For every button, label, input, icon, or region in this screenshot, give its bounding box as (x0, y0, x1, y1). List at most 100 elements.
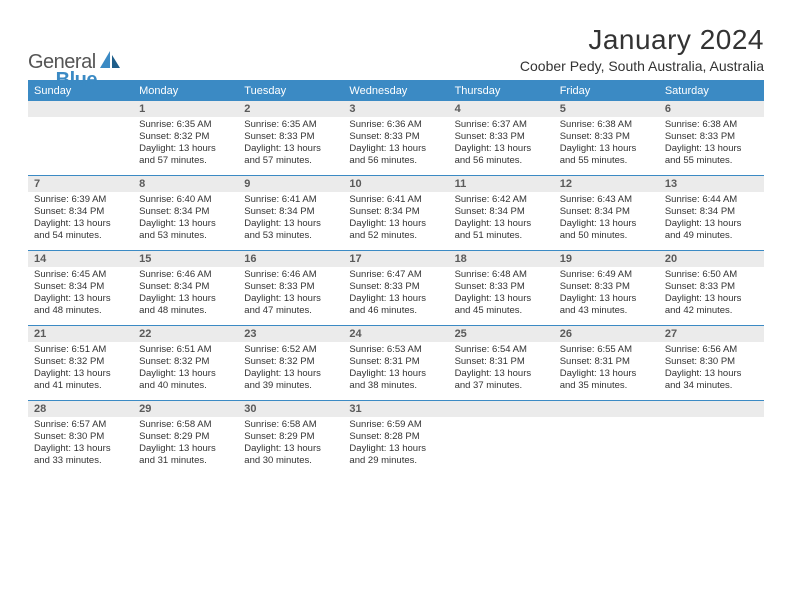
sunrise-text: Sunrise: 6:46 AM (244, 269, 337, 281)
sunrise-text: Sunrise: 6:50 AM (665, 269, 758, 281)
sunset-text: Sunset: 8:31 PM (349, 356, 442, 368)
sunset-text: Sunset: 8:34 PM (455, 206, 548, 218)
brand-logo: General Blue (28, 51, 167, 74)
day-info: Sunrise: 6:46 AMSunset: 8:33 PMDaylight:… (238, 267, 343, 325)
day-info: Sunrise: 6:41 AMSunset: 8:34 PMDaylight:… (238, 192, 343, 250)
day-number: 8 (133, 176, 238, 192)
day-number: 25 (449, 326, 554, 342)
calendar-cell: 29Sunrise: 6:58 AMSunset: 8:29 PMDayligh… (133, 401, 238, 476)
day-number-blank (554, 401, 659, 417)
sunrise-text: Sunrise: 6:53 AM (349, 344, 442, 356)
calendar-row: 14Sunrise: 6:45 AMSunset: 8:34 PMDayligh… (28, 251, 764, 326)
day-info: Sunrise: 6:35 AMSunset: 8:33 PMDaylight:… (238, 117, 343, 175)
sunset-text: Sunset: 8:33 PM (244, 281, 337, 293)
calendar-cell: 25Sunrise: 6:54 AMSunset: 8:31 PMDayligh… (449, 326, 554, 401)
sunset-text: Sunset: 8:33 PM (665, 281, 758, 293)
calendar-cell: 2Sunrise: 6:35 AMSunset: 8:33 PMDaylight… (238, 101, 343, 176)
daylight-text: Daylight: 13 hours and 48 minutes. (34, 293, 127, 317)
calendar-cell: 13Sunrise: 6:44 AMSunset: 8:34 PMDayligh… (659, 176, 764, 251)
sunrise-text: Sunrise: 6:54 AM (455, 344, 548, 356)
day-number: 15 (133, 251, 238, 267)
calendar-cell: 7Sunrise: 6:39 AMSunset: 8:34 PMDaylight… (28, 176, 133, 251)
day-number: 22 (133, 326, 238, 342)
daylight-text: Daylight: 13 hours and 35 minutes. (560, 368, 653, 392)
calendar-cell: 20Sunrise: 6:50 AMSunset: 8:33 PMDayligh… (659, 251, 764, 326)
daylight-text: Daylight: 13 hours and 51 minutes. (455, 218, 548, 242)
daylight-text: Daylight: 13 hours and 33 minutes. (34, 443, 127, 467)
daylight-text: Daylight: 13 hours and 46 minutes. (349, 293, 442, 317)
daylight-text: Daylight: 13 hours and 38 minutes. (349, 368, 442, 392)
day-number-blank (659, 401, 764, 417)
weekday-header: Wednesday (343, 81, 448, 101)
weekday-header: Friday (554, 81, 659, 101)
day-number: 3 (343, 101, 448, 117)
day-info: Sunrise: 6:54 AMSunset: 8:31 PMDaylight:… (449, 342, 554, 400)
day-number: 5 (554, 101, 659, 117)
day-number: 16 (238, 251, 343, 267)
daylight-text: Daylight: 13 hours and 29 minutes. (349, 443, 442, 467)
daylight-text: Daylight: 13 hours and 55 minutes. (560, 143, 653, 167)
calendar-row: 7Sunrise: 6:39 AMSunset: 8:34 PMDaylight… (28, 176, 764, 251)
calendar-cell (659, 401, 764, 476)
day-info: Sunrise: 6:36 AMSunset: 8:33 PMDaylight:… (343, 117, 448, 175)
calendar-table: Sunday Monday Tuesday Wednesday Thursday… (28, 80, 764, 475)
daylight-text: Daylight: 13 hours and 53 minutes. (139, 218, 232, 242)
sunrise-text: Sunrise: 6:56 AM (665, 344, 758, 356)
sunrise-text: Sunrise: 6:35 AM (139, 119, 232, 131)
sunset-text: Sunset: 8:34 PM (139, 206, 232, 218)
sunset-text: Sunset: 8:33 PM (244, 131, 337, 143)
sunrise-text: Sunrise: 6:37 AM (455, 119, 548, 131)
day-number: 24 (343, 326, 448, 342)
day-info: Sunrise: 6:42 AMSunset: 8:34 PMDaylight:… (449, 192, 554, 250)
sunset-text: Sunset: 8:32 PM (34, 356, 127, 368)
daylight-text: Daylight: 13 hours and 41 minutes. (34, 368, 127, 392)
calendar-cell: 14Sunrise: 6:45 AMSunset: 8:34 PMDayligh… (28, 251, 133, 326)
sail-icon (100, 51, 122, 74)
day-info: Sunrise: 6:55 AMSunset: 8:31 PMDaylight:… (554, 342, 659, 400)
sunset-text: Sunset: 8:31 PM (455, 356, 548, 368)
weekday-header: Monday (133, 81, 238, 101)
sunset-text: Sunset: 8:33 PM (455, 131, 548, 143)
sunset-text: Sunset: 8:33 PM (665, 131, 758, 143)
weekday-header-row: Sunday Monday Tuesday Wednesday Thursday… (28, 81, 764, 101)
daylight-text: Daylight: 13 hours and 57 minutes. (244, 143, 337, 167)
calendar-cell: 6Sunrise: 6:38 AMSunset: 8:33 PMDaylight… (659, 101, 764, 176)
calendar-cell: 3Sunrise: 6:36 AMSunset: 8:33 PMDaylight… (343, 101, 448, 176)
calendar-cell: 17Sunrise: 6:47 AMSunset: 8:33 PMDayligh… (343, 251, 448, 326)
day-number: 27 (659, 326, 764, 342)
day-info: Sunrise: 6:38 AMSunset: 8:33 PMDaylight:… (554, 117, 659, 175)
calendar-row: 28Sunrise: 6:57 AMSunset: 8:30 PMDayligh… (28, 401, 764, 476)
calendar-cell: 9Sunrise: 6:41 AMSunset: 8:34 PMDaylight… (238, 176, 343, 251)
calendar-cell: 19Sunrise: 6:49 AMSunset: 8:33 PMDayligh… (554, 251, 659, 326)
day-info: Sunrise: 6:35 AMSunset: 8:32 PMDaylight:… (133, 117, 238, 175)
sunrise-text: Sunrise: 6:43 AM (560, 194, 653, 206)
sunset-text: Sunset: 8:30 PM (34, 431, 127, 443)
day-number: 14 (28, 251, 133, 267)
daylight-text: Daylight: 13 hours and 37 minutes. (455, 368, 548, 392)
calendar-cell: 23Sunrise: 6:52 AMSunset: 8:32 PMDayligh… (238, 326, 343, 401)
day-info: Sunrise: 6:41 AMSunset: 8:34 PMDaylight:… (343, 192, 448, 250)
sunset-text: Sunset: 8:29 PM (139, 431, 232, 443)
sunrise-text: Sunrise: 6:39 AM (34, 194, 127, 206)
day-number: 10 (343, 176, 448, 192)
day-number: 28 (28, 401, 133, 417)
calendar-cell: 16Sunrise: 6:46 AMSunset: 8:33 PMDayligh… (238, 251, 343, 326)
sunrise-text: Sunrise: 6:59 AM (349, 419, 442, 431)
day-info: Sunrise: 6:44 AMSunset: 8:34 PMDaylight:… (659, 192, 764, 250)
day-number: 1 (133, 101, 238, 117)
day-info: Sunrise: 6:47 AMSunset: 8:33 PMDaylight:… (343, 267, 448, 325)
sunset-text: Sunset: 8:34 PM (139, 281, 232, 293)
calendar-page: General Blue January 2024 Coober Pedy, S… (0, 0, 792, 491)
sunset-text: Sunset: 8:34 PM (34, 281, 127, 293)
sunrise-text: Sunrise: 6:58 AM (139, 419, 232, 431)
sunset-text: Sunset: 8:34 PM (349, 206, 442, 218)
day-number: 19 (554, 251, 659, 267)
day-number: 6 (659, 101, 764, 117)
daylight-text: Daylight: 13 hours and 34 minutes. (665, 368, 758, 392)
weekday-header: Tuesday (238, 81, 343, 101)
calendar-cell: 30Sunrise: 6:58 AMSunset: 8:29 PMDayligh… (238, 401, 343, 476)
day-number: 13 (659, 176, 764, 192)
day-info: Sunrise: 6:52 AMSunset: 8:32 PMDaylight:… (238, 342, 343, 400)
day-info: Sunrise: 6:50 AMSunset: 8:33 PMDaylight:… (659, 267, 764, 325)
daylight-text: Daylight: 13 hours and 50 minutes. (560, 218, 653, 242)
